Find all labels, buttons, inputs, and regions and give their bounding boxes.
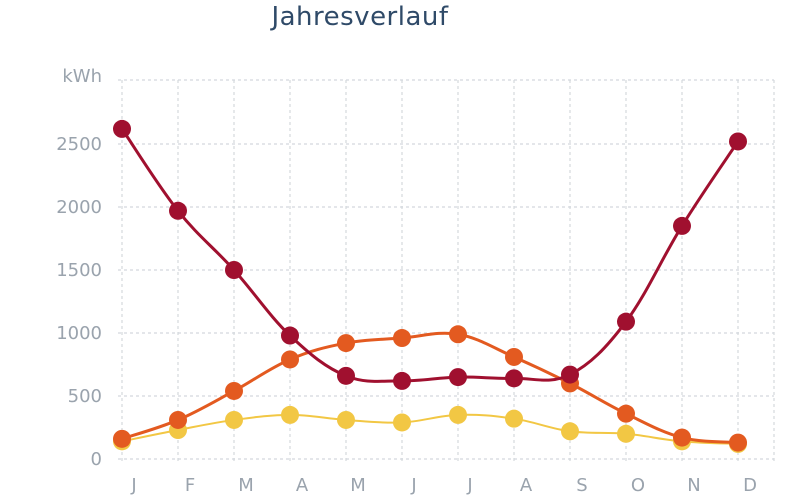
data-point	[225, 381, 243, 400]
x-tick-label: J	[130, 475, 136, 496]
y-tick-label: 500	[68, 386, 102, 407]
data-point	[449, 368, 467, 387]
data-point	[113, 119, 131, 138]
x-tick-label: N	[687, 475, 700, 496]
data-point	[393, 329, 411, 348]
x-tick-label: M	[350, 475, 366, 496]
data-point	[337, 334, 355, 353]
data-point	[673, 428, 691, 447]
data-point	[617, 312, 635, 331]
series-3	[113, 405, 747, 453]
data-point	[561, 365, 579, 384]
data-point	[281, 350, 299, 369]
series-line	[120, 128, 740, 383]
data-point	[281, 326, 299, 345]
series-line	[121, 413, 739, 445]
x-tick-label: S	[576, 475, 587, 496]
data-point	[113, 429, 131, 448]
data-point	[393, 413, 411, 432]
data-point	[449, 405, 467, 424]
x-tick-label: A	[296, 475, 309, 496]
y-axis-label: kWh	[62, 66, 102, 87]
x-tick-label: D	[743, 475, 757, 496]
chart-title: Jahresverlauf	[271, 2, 449, 32]
data-point	[449, 325, 467, 344]
data-point	[729, 132, 747, 151]
y-tick-label: 2000	[56, 197, 102, 218]
data-point	[281, 405, 299, 424]
data-point	[225, 261, 243, 279]
x-tick-label: J	[410, 475, 416, 496]
data-point	[169, 201, 187, 220]
x-tick-label: F	[185, 475, 195, 496]
y-tick-label: 1000	[56, 323, 102, 344]
data-point	[393, 371, 411, 390]
data-point	[505, 369, 523, 388]
x-tick-label: J	[466, 475, 472, 496]
data-point	[673, 216, 691, 235]
series-2	[113, 325, 747, 452]
data-point	[617, 424, 635, 443]
x-tick-label: A	[520, 475, 533, 496]
data-point	[225, 410, 243, 429]
data-point	[729, 433, 747, 452]
data-point	[169, 410, 187, 429]
x-tick-label: O	[631, 475, 645, 496]
y-tick-label: 1500	[56, 260, 102, 281]
y-tick-label: 0	[91, 449, 102, 470]
data-point	[505, 409, 523, 428]
data-point	[505, 347, 523, 366]
y-tick-label: 2500	[56, 134, 102, 155]
series-1	[113, 119, 747, 390]
x-tick-label: M	[238, 475, 254, 496]
data-point	[617, 404, 635, 423]
data-point	[337, 410, 355, 429]
data-point	[337, 366, 355, 385]
series-line	[121, 331, 739, 445]
data-point	[561, 422, 579, 441]
grid	[118, 79, 775, 462]
